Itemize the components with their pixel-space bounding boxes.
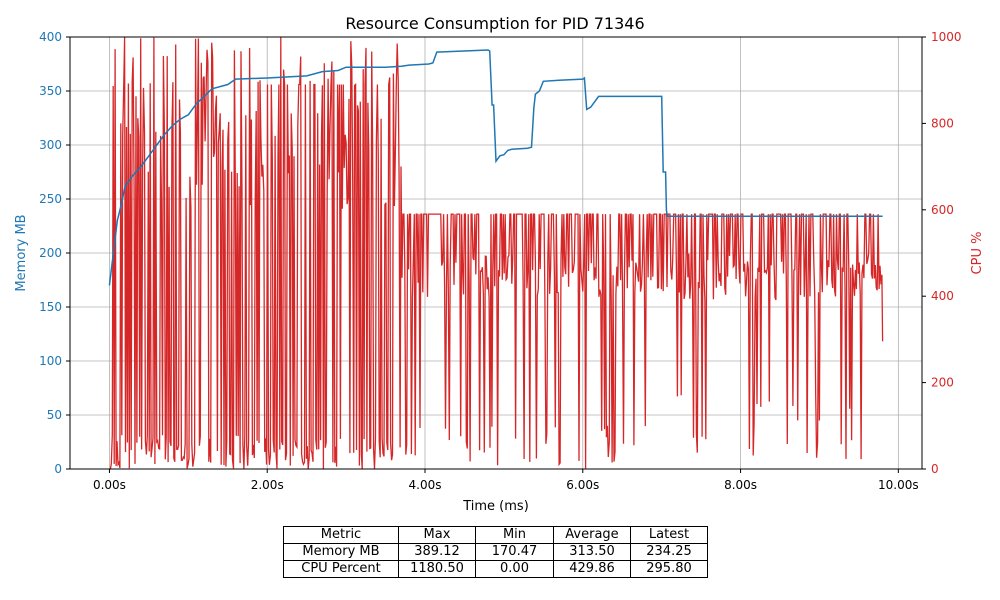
table-cell: 170.47 bbox=[475, 543, 554, 561]
table-cell: CPU Percent bbox=[283, 560, 399, 578]
left-tick-label: 100 bbox=[39, 354, 62, 368]
left-tick-label: 350 bbox=[39, 84, 62, 98]
stats-table: Metric Max Min Average Latest Memory MB … bbox=[283, 526, 708, 578]
memory-series bbox=[108, 49, 883, 286]
left-tick-label: 0 bbox=[54, 462, 62, 476]
right-tick-label: 600 bbox=[931, 203, 954, 217]
table-cell: 0.00 bbox=[475, 560, 554, 578]
x-tick-label: 6.00s bbox=[566, 478, 599, 492]
table-cell: 389.12 bbox=[398, 543, 476, 561]
x-tick-label: 0.00s bbox=[93, 478, 126, 492]
right-tick-label: 1000 bbox=[931, 30, 962, 44]
resource-chart: Resource Consumption for PID 71346 0.00s… bbox=[14, 14, 985, 514]
right-tick-label: 200 bbox=[931, 376, 954, 390]
left-tick-label: 300 bbox=[39, 138, 62, 152]
right-tick-label: 400 bbox=[931, 289, 954, 303]
x-tick-label: 4.00s bbox=[409, 478, 442, 492]
header-cell: Latest bbox=[630, 526, 708, 544]
right-tick-label: 0 bbox=[931, 462, 939, 476]
left-tick-label: 150 bbox=[39, 300, 62, 314]
stats-row-cpu: CPU Percent 1180.50 0.00 429.86 295.80 bbox=[283, 560, 708, 578]
left-y-axis-label: Memory MB bbox=[14, 214, 29, 291]
cpu-line bbox=[109, 37, 884, 470]
table-cell: Memory MB bbox=[283, 543, 399, 561]
x-tick-label: 2.00s bbox=[251, 478, 284, 492]
x-axis-label: Time (ms) bbox=[462, 499, 529, 514]
table-cell: 1180.50 bbox=[398, 560, 476, 578]
header-cell: Average bbox=[553, 526, 631, 544]
chart-title: Resource Consumption for PID 71346 bbox=[345, 14, 644, 33]
table-cell: 429.86 bbox=[553, 560, 631, 578]
right-y-axis: 0 200 400 600 800 1000 bbox=[922, 30, 962, 476]
x-tick-label: 10.00s bbox=[878, 478, 919, 492]
left-tick-label: 200 bbox=[39, 246, 62, 260]
header-cell: Min bbox=[475, 526, 554, 544]
table-cell: 295.80 bbox=[630, 560, 708, 578]
header-cell: Max bbox=[398, 526, 476, 544]
left-tick-label: 400 bbox=[39, 30, 62, 44]
x-tick-label: 8.00s bbox=[724, 478, 757, 492]
left-tick-label: 50 bbox=[47, 408, 62, 422]
x-axis: 0.00s 2.00s 4.00s 6.00s 8.00s 10.00s bbox=[93, 469, 919, 492]
right-y-axis-label: CPU % bbox=[970, 232, 985, 275]
cpu-series bbox=[109, 37, 884, 470]
memory-line bbox=[108, 49, 883, 286]
table-cell: 234.25 bbox=[630, 543, 708, 561]
stats-header-row: Metric Max Min Average Latest bbox=[283, 526, 708, 544]
stats-row-memory: Memory MB 389.12 170.47 313.50 234.25 bbox=[283, 543, 708, 561]
left-tick-label: 250 bbox=[39, 192, 62, 206]
left-y-axis: 0 50 100 150 200 250 300 350 400 bbox=[39, 30, 70, 476]
header-cell: Metric bbox=[283, 526, 399, 544]
right-tick-label: 800 bbox=[931, 116, 954, 130]
table-cell: 313.50 bbox=[553, 543, 631, 561]
